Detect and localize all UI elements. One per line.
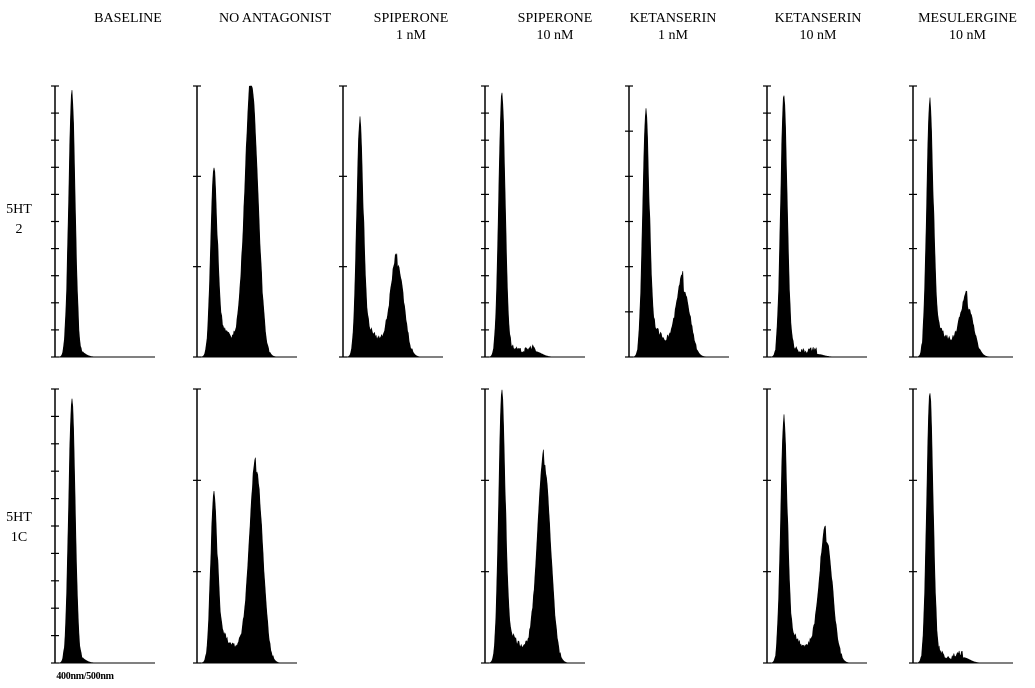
histogram-panel-r0-c1 xyxy=(193,85,297,358)
x-axis-label: 400nm/500nm xyxy=(56,671,114,682)
column-label-line1: SPIPERONE xyxy=(517,11,593,26)
histogram-area xyxy=(632,108,725,358)
column-label-spiperone-1nm: SPIPERONE 1 nM xyxy=(356,10,466,44)
column-label-line2: 10 nM xyxy=(799,28,837,43)
histogram-area xyxy=(200,85,293,358)
row-label-line1: 5HT xyxy=(6,510,32,525)
histogram-area xyxy=(916,97,1009,358)
histogram-area xyxy=(200,457,293,664)
histogram-area xyxy=(488,389,581,664)
column-label-baseline: BASELINE xyxy=(78,10,178,27)
histogram-panel-r0-c5 xyxy=(763,85,867,358)
column-label-line1: BASELINE xyxy=(94,11,162,26)
column-label-line1: KETANSERIN xyxy=(629,11,717,26)
histogram-panel-r0-c4 xyxy=(625,85,729,358)
column-label-ketanserin-10nm: KETANSERIN 10 nM xyxy=(758,10,878,44)
histogram-area xyxy=(346,116,439,358)
column-label-spiperone-10nm: SPIPERONE 10 nM xyxy=(500,10,610,44)
histogram-area xyxy=(488,92,581,358)
row-label-line1: 5HT xyxy=(6,202,32,217)
histogram-area xyxy=(916,393,1009,664)
histogram-panel-r1-c1 xyxy=(193,388,297,664)
histogram-panel-r1-c0 xyxy=(51,388,155,664)
histogram-panel-r1-c5 xyxy=(763,388,867,664)
column-label-line2: 10 nM xyxy=(536,28,574,43)
row-label-line2: 1C xyxy=(10,530,28,545)
histogram-area xyxy=(770,95,863,358)
column-label-line1: SPIPERONE xyxy=(373,11,449,26)
row-label-5ht1c: 5HT 1C xyxy=(0,508,38,548)
row-label-line2: 2 xyxy=(15,222,23,237)
histogram-panel-r1-c6 xyxy=(909,388,1013,664)
column-label-no-antagonist: NO ANTAGONIST xyxy=(200,10,350,27)
histogram-area xyxy=(58,398,151,664)
column-label-ketanserin-1nm: KETANSERIN 1 nM xyxy=(618,10,728,44)
column-label-line1: NO ANTAGONIST xyxy=(218,11,332,26)
column-label-line1: MESULERGINE xyxy=(918,11,1017,26)
column-label-line2: 1 nM xyxy=(658,28,688,43)
column-label-line2: 1 nM xyxy=(396,28,426,43)
histogram-panel-r1-c3 xyxy=(481,388,585,664)
column-label-line1: KETANSERIN xyxy=(774,11,862,26)
histogram-panel-r0-c3 xyxy=(481,85,585,358)
histogram-panel-r0-c6 xyxy=(909,85,1013,358)
column-label-mesulergine-10nm: MESULERGINE 10 nM xyxy=(905,10,1030,44)
column-label-line2: 10 nM xyxy=(949,28,986,43)
histogram-area xyxy=(58,90,151,358)
histogram-area xyxy=(770,414,863,664)
histogram-panel-r0-c0 xyxy=(51,85,155,358)
histogram-panel-r0-c2 xyxy=(339,85,443,358)
row-label-5ht2: 5HT 2 xyxy=(0,200,38,240)
